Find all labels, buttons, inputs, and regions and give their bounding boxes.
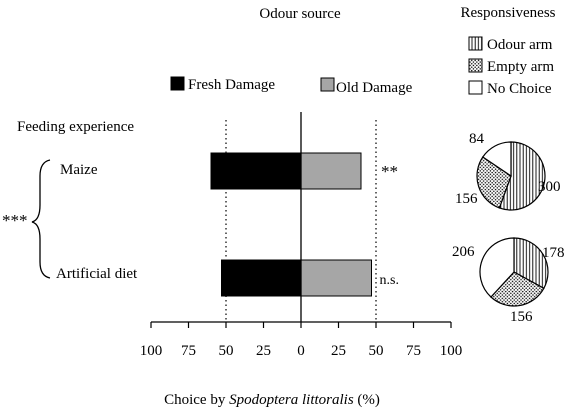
pie-label: 206 [452, 244, 475, 260]
row-header: Feeding experience [17, 119, 134, 135]
legend-swatch-empty-arm [468, 58, 483, 73]
x-axis-label: Choice by Spodoptera littoralis (%) [164, 392, 380, 408]
pie-area: 300 156 84 178 156 206 [452, 131, 565, 325]
legend-swatch-fresh-damage [170, 76, 185, 91]
legend-label-empty-arm: Empty arm [487, 59, 554, 75]
bar-old-damage-maize [300, 152, 362, 190]
x-tick-label: 50 [369, 343, 384, 359]
x-tick-label: 0 [297, 343, 305, 359]
x-tick-label: 25 [256, 343, 271, 359]
pie-slice-odour-arm-maize [498, 141, 546, 211]
bar-legend: Fresh Damage Old Damage [170, 76, 413, 96]
pie-slice-empty-arm-artificial-diet [490, 271, 545, 307]
x-tick-label: 25 [331, 343, 346, 359]
x-tick-label: 75 [406, 343, 421, 359]
pie-slice-odour-arm-artificial-diet [513, 237, 549, 290]
pie-label: 156 [510, 309, 533, 325]
plot-area: ** n.s. 100 75 50 25 0 25 50 75 100 [140, 112, 463, 359]
category-label-artificial-diet: Artificial diet [56, 266, 138, 282]
group-significance: *** [2, 211, 28, 230]
pie-label: 300 [538, 179, 561, 195]
legend-swatch-odour-arm [468, 36, 483, 51]
x-axis-label-prefix: Choice by [164, 392, 229, 408]
legend-label-fresh-damage: Fresh Damage [188, 77, 275, 93]
group-brace [31, 159, 51, 279]
legend-swatch-no-choice [468, 80, 483, 95]
pie-slice-empty-arm-maize [476, 156, 512, 209]
significance-label: n.s. [380, 273, 399, 288]
x-axis-label-species: Spodoptera littoralis [229, 392, 354, 408]
x-axis-label-suffix: (%) [354, 392, 380, 408]
bar-fresh-damage-maize [210, 152, 302, 190]
x-tick-label: 75 [181, 343, 196, 359]
pie-label: 178 [542, 245, 565, 261]
x-tick-label: 50 [219, 343, 234, 359]
pie-slice-no-choice-artificial-diet [479, 237, 515, 298]
pie-label: 156 [455, 191, 478, 207]
legend-label-no-choice: No Choice [487, 81, 552, 97]
responsiveness-title: Responsiveness [461, 5, 556, 21]
responsiveness-legend: Odour arm Empty arm No Choice [468, 36, 554, 97]
legend-label-old-damage: Old Damage [336, 80, 413, 96]
bar-old-damage-artificial-diet [300, 259, 372, 297]
pie-slice-no-choice-maize [481, 141, 512, 178]
significance-label: ** [381, 162, 398, 181]
x-tick-label: 100 [440, 343, 463, 359]
legend-label-odour-arm: Odour arm [487, 37, 553, 53]
column-header: Odour source [259, 6, 341, 22]
x-tick-label: 100 [140, 343, 163, 359]
category-label-maize: Maize [60, 162, 98, 178]
bar-fresh-damage-artificial-diet [221, 259, 302, 297]
legend-swatch-old-damage [320, 77, 335, 92]
pie-label: 84 [469, 131, 485, 147]
